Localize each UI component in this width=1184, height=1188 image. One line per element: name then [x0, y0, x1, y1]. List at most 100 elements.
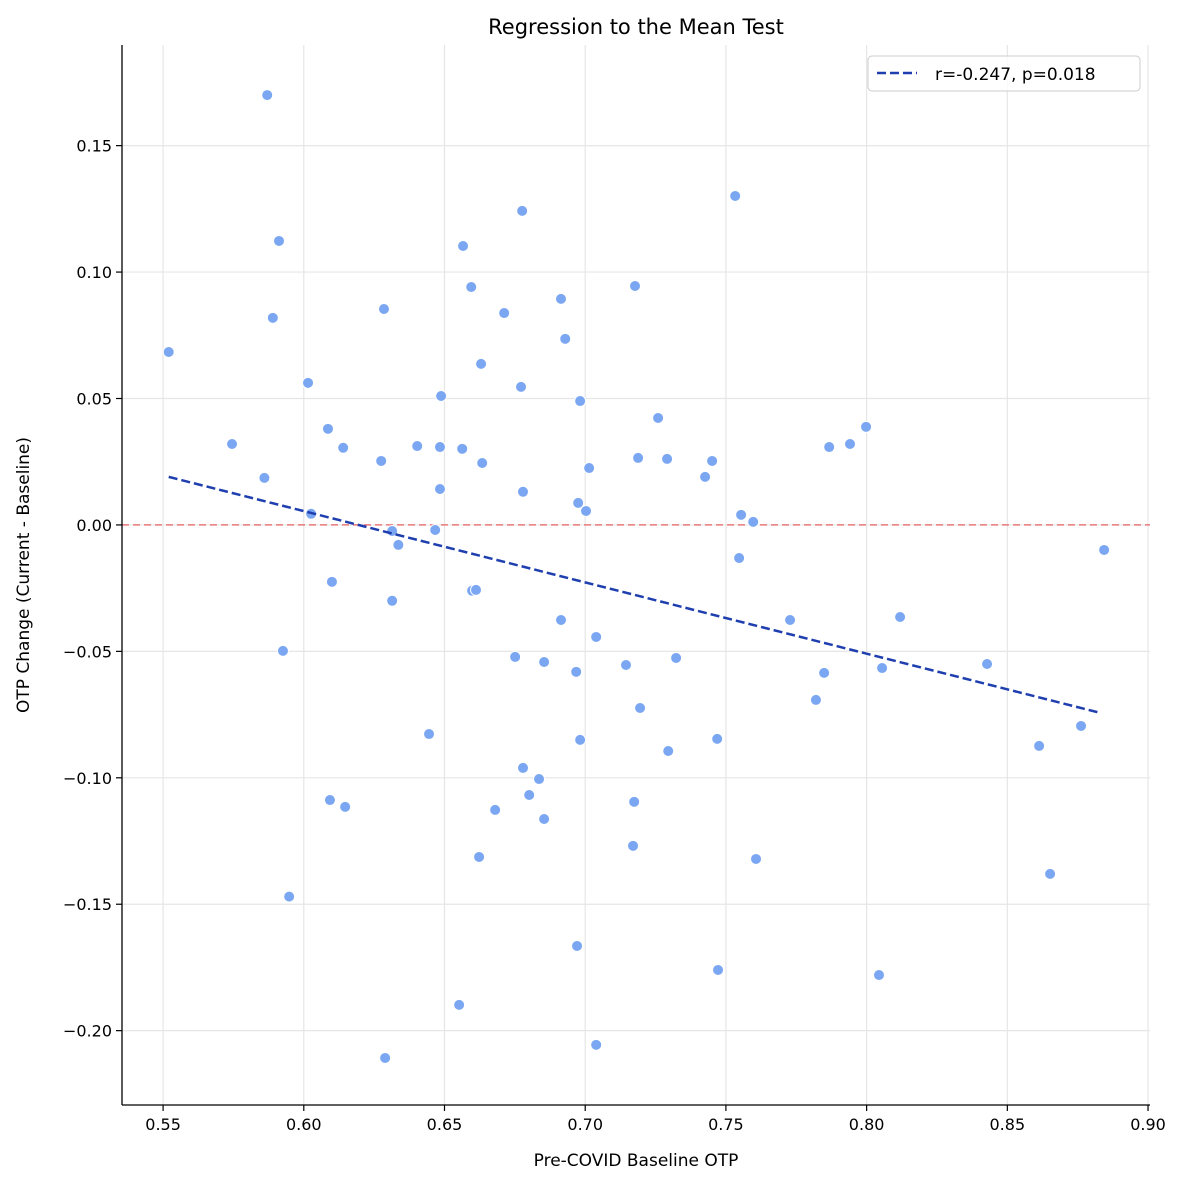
data-point	[555, 614, 568, 627]
data-point	[580, 505, 593, 518]
data-point	[515, 380, 528, 393]
data-point	[258, 471, 271, 484]
data-point	[571, 939, 584, 952]
data-point	[844, 438, 857, 451]
data-point	[818, 666, 831, 679]
data-point	[981, 658, 994, 671]
data-point	[337, 441, 350, 454]
data-point	[712, 963, 725, 976]
data-point	[662, 744, 675, 757]
y-tick-label: −0.20	[63, 1022, 112, 1041]
legend-box	[867, 55, 1141, 92]
trend-line	[168, 475, 1102, 715]
data-point	[706, 454, 719, 467]
data-point	[590, 630, 603, 643]
data-point	[423, 728, 436, 741]
data-point	[670, 651, 683, 664]
data-point	[823, 441, 836, 454]
data-point	[523, 788, 536, 801]
legend-entry: r=-0.247, p=0.018	[935, 65, 1096, 85]
data-point	[379, 1051, 392, 1064]
data-point	[226, 438, 239, 451]
data-point	[652, 411, 665, 424]
data-point	[1098, 543, 1111, 556]
data-point	[475, 357, 488, 370]
data-point	[627, 839, 640, 852]
y-tick-label: 0.05	[76, 390, 112, 409]
y-tick-label: 0.15	[76, 137, 112, 156]
data-point	[377, 302, 390, 315]
data-point	[162, 345, 175, 358]
x-tick-label: 0.90	[1130, 1115, 1166, 1134]
data-point	[538, 813, 551, 826]
data-point	[476, 456, 489, 469]
data-point	[456, 442, 469, 455]
data-point	[750, 852, 763, 865]
data-point	[1033, 739, 1046, 752]
x-axis-label: Pre-COVID Baseline OTP	[534, 1151, 739, 1171]
y-axis-label: OTP Change (Current - Baseline)	[14, 437, 34, 713]
data-point	[538, 655, 551, 668]
data-point	[411, 440, 424, 453]
x-tick-label: 0.75	[708, 1115, 744, 1134]
data-point	[574, 733, 587, 746]
data-point	[729, 189, 742, 202]
data-point	[784, 614, 797, 627]
data-point	[498, 307, 511, 320]
data-point	[509, 650, 522, 663]
data-point	[457, 240, 470, 253]
data-point	[453, 998, 466, 1011]
data-point	[339, 800, 352, 813]
data-point	[435, 389, 448, 402]
x-tick-label: 0.70	[567, 1115, 603, 1134]
data-point	[590, 1038, 603, 1051]
data-point	[375, 454, 388, 467]
data-point	[429, 523, 442, 536]
data-point	[465, 280, 478, 293]
data-point	[283, 890, 296, 903]
data-point	[273, 234, 286, 247]
x-tick-label: 0.55	[145, 1115, 181, 1134]
data-point	[323, 794, 336, 807]
data-point	[570, 665, 583, 678]
data-point	[733, 552, 746, 565]
data-point	[1044, 867, 1057, 880]
data-point	[321, 422, 334, 435]
chart-title: Regression to the Mean Test	[488, 15, 784, 39]
data-point	[894, 610, 907, 623]
data-point	[1075, 719, 1088, 732]
data-point	[533, 773, 546, 786]
data-point	[276, 644, 289, 657]
data-point	[266, 311, 279, 324]
data-point	[517, 761, 530, 774]
data-point	[392, 538, 405, 551]
data-point	[517, 485, 530, 498]
data-point	[386, 594, 399, 607]
y-tick-label: −0.10	[63, 769, 112, 788]
data-point	[433, 441, 446, 454]
data-point	[629, 279, 642, 292]
data-point	[470, 583, 483, 596]
data-point	[302, 376, 315, 389]
data-point	[574, 395, 587, 408]
data-point	[620, 659, 633, 672]
data-point	[661, 452, 674, 465]
data-point	[433, 483, 446, 496]
data-point	[632, 451, 645, 464]
data-point	[711, 732, 724, 745]
data-point	[489, 803, 502, 816]
data-point	[735, 508, 748, 521]
x-tick-label: 0.80	[849, 1115, 885, 1134]
y-tick-label: 0.00	[76, 516, 112, 535]
data-point	[872, 969, 885, 982]
data-point	[583, 462, 596, 475]
y-tick-label: −0.05	[63, 642, 112, 661]
data-point	[860, 420, 873, 433]
y-tick-label: 0.10	[76, 263, 112, 282]
data-point	[555, 292, 568, 305]
legend: r=-0.247, p=0.018	[867, 55, 1141, 92]
x-tick-label: 0.65	[427, 1115, 463, 1134]
data-point	[559, 332, 572, 345]
data-point	[747, 515, 760, 528]
